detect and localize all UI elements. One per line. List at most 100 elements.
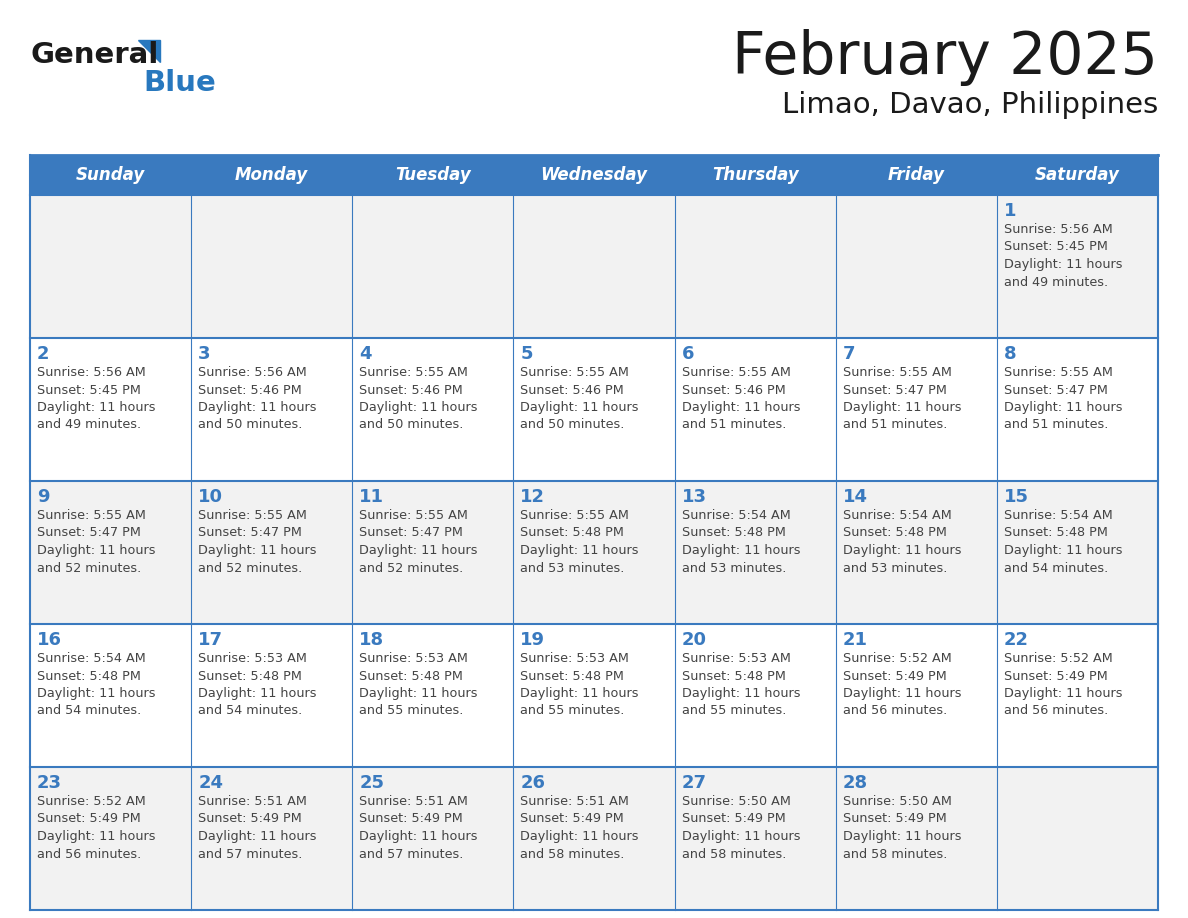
Text: 19: 19 xyxy=(520,631,545,649)
Bar xyxy=(513,624,675,767)
Bar xyxy=(30,481,191,624)
Text: 3: 3 xyxy=(198,345,210,363)
Text: Wednesday: Wednesday xyxy=(541,166,647,184)
Text: 21: 21 xyxy=(842,631,867,649)
Text: 20: 20 xyxy=(682,631,707,649)
Text: Sunrise: 5:55 AM
Sunset: 5:47 PM
Daylight: 11 hours
and 52 minutes.: Sunrise: 5:55 AM Sunset: 5:47 PM Dayligh… xyxy=(359,509,478,575)
Bar xyxy=(675,155,835,195)
Text: 23: 23 xyxy=(37,774,62,792)
Text: Sunrise: 5:56 AM
Sunset: 5:46 PM
Daylight: 11 hours
and 50 minutes.: Sunrise: 5:56 AM Sunset: 5:46 PM Dayligh… xyxy=(198,366,317,431)
Text: Blue: Blue xyxy=(143,69,216,97)
Text: 26: 26 xyxy=(520,774,545,792)
Text: Sunrise: 5:55 AM
Sunset: 5:47 PM
Daylight: 11 hours
and 52 minutes.: Sunrise: 5:55 AM Sunset: 5:47 PM Dayligh… xyxy=(37,509,156,575)
Text: 10: 10 xyxy=(198,488,223,506)
Bar xyxy=(675,195,835,338)
Text: 9: 9 xyxy=(37,488,50,506)
Bar xyxy=(997,624,1158,767)
Bar xyxy=(353,195,513,338)
Bar xyxy=(30,195,191,338)
Bar xyxy=(997,481,1158,624)
Text: 16: 16 xyxy=(37,631,62,649)
Text: 17: 17 xyxy=(198,631,223,649)
Text: 7: 7 xyxy=(842,345,855,363)
Bar xyxy=(353,624,513,767)
Bar xyxy=(997,767,1158,910)
Text: Sunrise: 5:55 AM
Sunset: 5:46 PM
Daylight: 11 hours
and 50 minutes.: Sunrise: 5:55 AM Sunset: 5:46 PM Dayligh… xyxy=(520,366,639,431)
Bar xyxy=(675,481,835,624)
Text: Limao, Davao, Philippines: Limao, Davao, Philippines xyxy=(782,91,1158,119)
Bar xyxy=(997,338,1158,481)
Text: 28: 28 xyxy=(842,774,868,792)
Text: Sunrise: 5:53 AM
Sunset: 5:48 PM
Daylight: 11 hours
and 55 minutes.: Sunrise: 5:53 AM Sunset: 5:48 PM Dayligh… xyxy=(520,652,639,718)
Polygon shape xyxy=(138,40,160,62)
Text: 11: 11 xyxy=(359,488,384,506)
Bar xyxy=(835,481,997,624)
Text: 15: 15 xyxy=(1004,488,1029,506)
Bar xyxy=(191,338,353,481)
Bar xyxy=(997,155,1158,195)
Bar xyxy=(191,624,353,767)
Text: Sunrise: 5:55 AM
Sunset: 5:48 PM
Daylight: 11 hours
and 53 minutes.: Sunrise: 5:55 AM Sunset: 5:48 PM Dayligh… xyxy=(520,509,639,575)
Text: Sunrise: 5:56 AM
Sunset: 5:45 PM
Daylight: 11 hours
and 49 minutes.: Sunrise: 5:56 AM Sunset: 5:45 PM Dayligh… xyxy=(37,366,156,431)
Text: 13: 13 xyxy=(682,488,707,506)
Text: Sunrise: 5:51 AM
Sunset: 5:49 PM
Daylight: 11 hours
and 57 minutes.: Sunrise: 5:51 AM Sunset: 5:49 PM Dayligh… xyxy=(198,795,317,860)
Text: 25: 25 xyxy=(359,774,384,792)
Bar xyxy=(835,767,997,910)
Text: Sunrise: 5:55 AM
Sunset: 5:47 PM
Daylight: 11 hours
and 51 minutes.: Sunrise: 5:55 AM Sunset: 5:47 PM Dayligh… xyxy=(842,366,961,431)
Text: Sunrise: 5:56 AM
Sunset: 5:45 PM
Daylight: 11 hours
and 49 minutes.: Sunrise: 5:56 AM Sunset: 5:45 PM Dayligh… xyxy=(1004,223,1123,288)
Text: 8: 8 xyxy=(1004,345,1017,363)
Text: Sunrise: 5:51 AM
Sunset: 5:49 PM
Daylight: 11 hours
and 58 minutes.: Sunrise: 5:51 AM Sunset: 5:49 PM Dayligh… xyxy=(520,795,639,860)
Text: 24: 24 xyxy=(198,774,223,792)
Bar xyxy=(191,767,353,910)
Text: Sunrise: 5:51 AM
Sunset: 5:49 PM
Daylight: 11 hours
and 57 minutes.: Sunrise: 5:51 AM Sunset: 5:49 PM Dayligh… xyxy=(359,795,478,860)
Text: 27: 27 xyxy=(682,774,707,792)
Text: February 2025: February 2025 xyxy=(732,29,1158,86)
Bar xyxy=(997,195,1158,338)
Text: 12: 12 xyxy=(520,488,545,506)
Bar xyxy=(513,155,675,195)
Text: 4: 4 xyxy=(359,345,372,363)
Bar xyxy=(30,767,191,910)
Text: 6: 6 xyxy=(682,345,694,363)
Text: Sunrise: 5:52 AM
Sunset: 5:49 PM
Daylight: 11 hours
and 56 minutes.: Sunrise: 5:52 AM Sunset: 5:49 PM Dayligh… xyxy=(1004,652,1123,718)
Text: Sunrise: 5:54 AM
Sunset: 5:48 PM
Daylight: 11 hours
and 53 minutes.: Sunrise: 5:54 AM Sunset: 5:48 PM Dayligh… xyxy=(682,509,800,575)
Bar xyxy=(353,155,513,195)
Bar xyxy=(513,767,675,910)
Bar xyxy=(835,624,997,767)
Text: 1: 1 xyxy=(1004,202,1017,220)
Bar xyxy=(353,481,513,624)
Bar xyxy=(353,767,513,910)
Bar xyxy=(835,155,997,195)
Text: Sunrise: 5:50 AM
Sunset: 5:49 PM
Daylight: 11 hours
and 58 minutes.: Sunrise: 5:50 AM Sunset: 5:49 PM Dayligh… xyxy=(682,795,800,860)
Text: Sunrise: 5:55 AM
Sunset: 5:47 PM
Daylight: 11 hours
and 51 minutes.: Sunrise: 5:55 AM Sunset: 5:47 PM Dayligh… xyxy=(1004,366,1123,431)
Text: Sunrise: 5:55 AM
Sunset: 5:46 PM
Daylight: 11 hours
and 51 minutes.: Sunrise: 5:55 AM Sunset: 5:46 PM Dayligh… xyxy=(682,366,800,431)
Text: Tuesday: Tuesday xyxy=(394,166,470,184)
Bar xyxy=(835,338,997,481)
Bar xyxy=(191,481,353,624)
Text: Sunrise: 5:54 AM
Sunset: 5:48 PM
Daylight: 11 hours
and 53 minutes.: Sunrise: 5:54 AM Sunset: 5:48 PM Dayligh… xyxy=(842,509,961,575)
Text: Sunday: Sunday xyxy=(76,166,145,184)
Bar xyxy=(513,195,675,338)
Text: Sunrise: 5:54 AM
Sunset: 5:48 PM
Daylight: 11 hours
and 54 minutes.: Sunrise: 5:54 AM Sunset: 5:48 PM Dayligh… xyxy=(37,652,156,718)
Bar xyxy=(353,338,513,481)
Text: Saturday: Saturday xyxy=(1035,166,1120,184)
Bar xyxy=(191,155,353,195)
Text: Sunrise: 5:55 AM
Sunset: 5:47 PM
Daylight: 11 hours
and 52 minutes.: Sunrise: 5:55 AM Sunset: 5:47 PM Dayligh… xyxy=(198,509,317,575)
Bar xyxy=(675,767,835,910)
Text: Sunrise: 5:53 AM
Sunset: 5:48 PM
Daylight: 11 hours
and 55 minutes.: Sunrise: 5:53 AM Sunset: 5:48 PM Dayligh… xyxy=(682,652,800,718)
Text: Sunrise: 5:54 AM
Sunset: 5:48 PM
Daylight: 11 hours
and 54 minutes.: Sunrise: 5:54 AM Sunset: 5:48 PM Dayligh… xyxy=(1004,509,1123,575)
Text: 5: 5 xyxy=(520,345,533,363)
Text: Sunrise: 5:52 AM
Sunset: 5:49 PM
Daylight: 11 hours
and 56 minutes.: Sunrise: 5:52 AM Sunset: 5:49 PM Dayligh… xyxy=(37,795,156,860)
Text: 22: 22 xyxy=(1004,631,1029,649)
Bar xyxy=(835,195,997,338)
Bar xyxy=(30,155,191,195)
Text: Sunrise: 5:52 AM
Sunset: 5:49 PM
Daylight: 11 hours
and 56 minutes.: Sunrise: 5:52 AM Sunset: 5:49 PM Dayligh… xyxy=(842,652,961,718)
Bar xyxy=(675,338,835,481)
Bar xyxy=(513,481,675,624)
Text: 18: 18 xyxy=(359,631,385,649)
Bar xyxy=(191,195,353,338)
Text: Friday: Friday xyxy=(887,166,944,184)
Text: Monday: Monday xyxy=(235,166,309,184)
Text: Thursday: Thursday xyxy=(712,166,798,184)
Text: Sunrise: 5:53 AM
Sunset: 5:48 PM
Daylight: 11 hours
and 54 minutes.: Sunrise: 5:53 AM Sunset: 5:48 PM Dayligh… xyxy=(198,652,317,718)
